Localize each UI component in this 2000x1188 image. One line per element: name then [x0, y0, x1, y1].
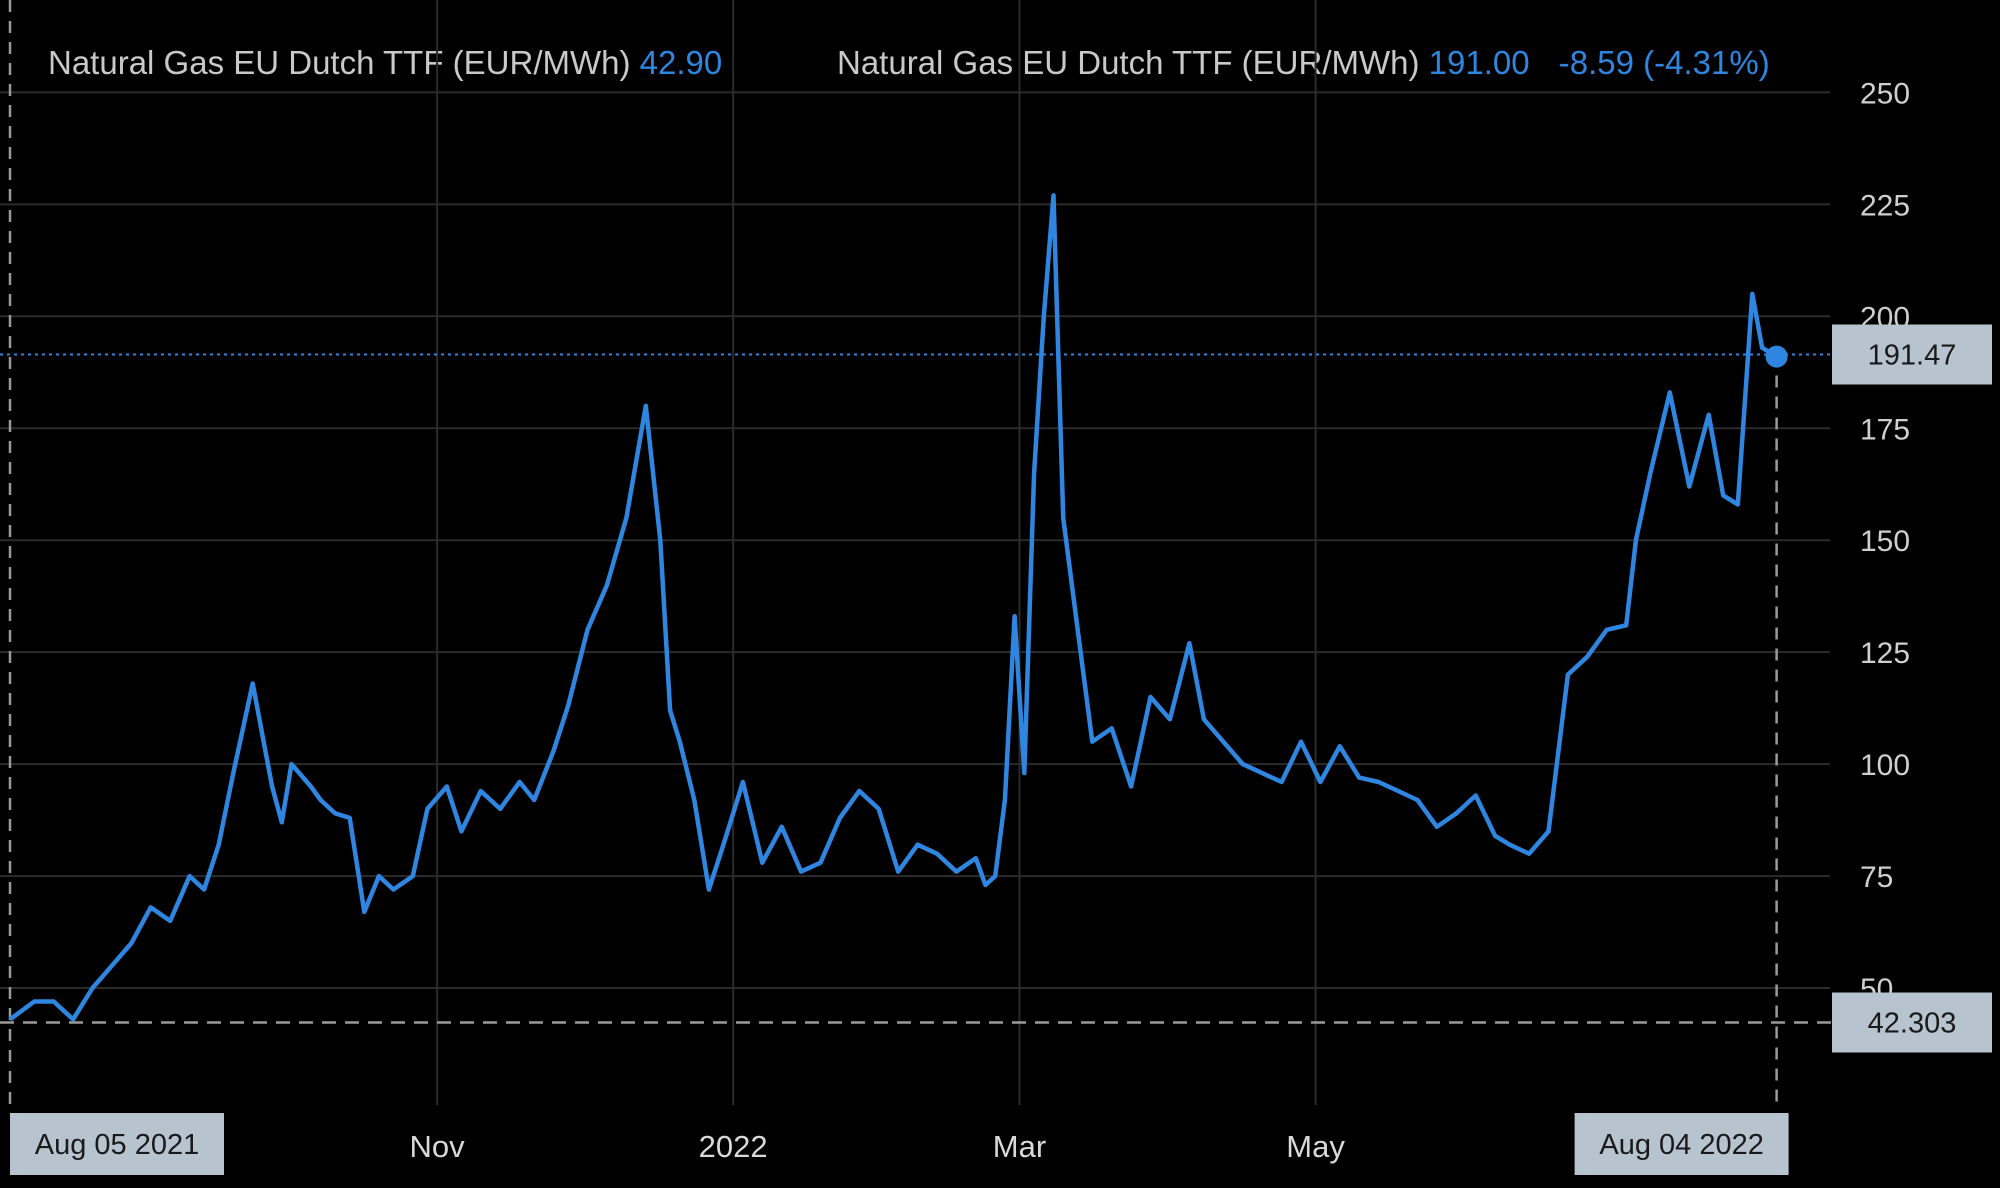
legend-right-label: Natural Gas EU Dutch TTF (EUR/MWh)	[837, 44, 1420, 81]
start-price-box: 42.303	[1832, 992, 1992, 1053]
y-tick-label: 150	[1860, 525, 1910, 558]
last-price-box-text: 191.47	[1868, 340, 1957, 372]
reference-lines	[0, 0, 1832, 1110]
y-tick-label: 225	[1860, 189, 1910, 222]
start-date-box-text: Aug 05 2021	[35, 1129, 199, 1161]
legend-right-value: 191.00	[1428, 44, 1530, 81]
legend-right: Natural Gas EU Dutch TTF (EUR/MWh) 191.0…	[837, 44, 1770, 82]
start-date-box-bg	[10, 1113, 224, 1175]
x-tick-label: May	[1286, 1129, 1345, 1164]
end-date-box-bg	[1574, 1113, 1789, 1175]
end-date-box: Aug 04 2022	[1574, 1113, 1789, 1175]
y-tick-label: 75	[1860, 861, 1893, 894]
x-tick-label: 2022	[699, 1129, 768, 1164]
x-tick-label: Mar	[993, 1129, 1046, 1164]
y-tick-label: 125	[1860, 637, 1910, 670]
legend-left-label: Natural Gas EU Dutch TTF (EUR/MWh)	[48, 44, 631, 81]
axis-markers: 191.47 42.303 Aug 05 2021 Aug 04 2022	[10, 324, 1992, 1175]
x-tick-label: Nov	[410, 1129, 466, 1164]
legend-left: Natural Gas EU Dutch TTF (EUR/MWh) 42.90	[48, 44, 722, 82]
start-price-box-text: 42.303	[1868, 1008, 1957, 1040]
last-price-dot	[1765, 345, 1788, 368]
legend-left-value: 42.90	[639, 44, 723, 81]
y-tick-label: 100	[1860, 749, 1910, 782]
start-price-box-bg	[1832, 992, 1992, 1053]
grid	[0, 0, 1830, 1105]
price-line	[8, 193, 1778, 1022]
last-price-box-bg	[1832, 324, 1992, 385]
x-axis: Nov 2022 Mar May	[410, 1129, 1346, 1164]
y-tick-label: 250	[1860, 77, 1910, 110]
start-date-box: Aug 05 2021	[10, 1113, 224, 1175]
y-tick-label: 175	[1860, 413, 1910, 446]
last-price-box: 191.47	[1832, 324, 1992, 385]
legend-right-change: -8.59 (-4.31%)	[1558, 44, 1770, 81]
end-date-box-text: Aug 04 2022	[1599, 1129, 1763, 1161]
